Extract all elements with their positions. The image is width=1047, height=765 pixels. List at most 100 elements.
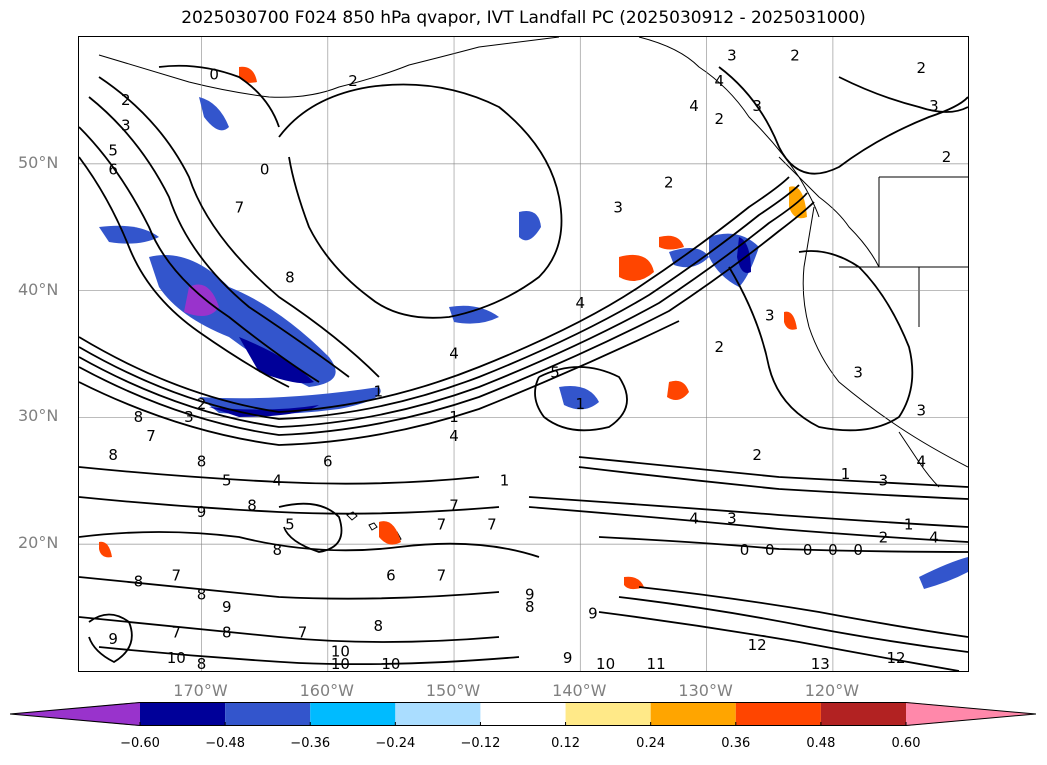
contour-label: 2 [348,72,358,90]
latitude-label: 30°N [18,406,59,426]
contour-label: 2 [917,59,927,77]
contour-line [728,250,914,432]
contour-label: 3 [613,199,623,217]
contour-line [278,83,563,319]
colorbar [10,702,1036,726]
longitude-label: 120°W [804,681,860,700]
contour-line [79,201,815,436]
shading-blob [619,254,654,281]
contour-line [79,156,290,388]
contour-label: 2 [664,173,674,191]
contour-label: 2 [714,338,724,356]
contour-label: 4 [576,294,586,312]
contour-label: 5 [222,471,232,489]
canada-coast [778,156,880,268]
shading-blob [659,235,684,250]
shading-blob [449,305,499,324]
contour-label: 4 [714,72,724,90]
ivt-contours [79,64,968,671]
longitude-label: 160°W [299,681,354,700]
contour-label: 2 [197,395,207,413]
contour-label: 9 [197,503,207,521]
colorbar-segment [395,702,481,726]
colorbar-tick-label: 0.12 [551,736,581,751]
contour-line [79,616,500,643]
contour-label: 7 [437,566,447,584]
contour-label: 0 [803,541,813,559]
contour-label: 3 [184,408,194,426]
contour-line [718,66,968,175]
contour-line [79,184,800,420]
contour-line [158,64,280,128]
contour-label: 2 [879,528,889,546]
contour-label: 7 [449,497,459,515]
contour-label: 2 [790,47,800,65]
contour-label: 0 [260,161,270,179]
shading-blob [559,386,599,410]
contour-label: 10 [596,655,615,671]
contour-label: 0 [828,541,838,559]
longitude-label: 150°W [425,681,481,700]
baja-coast [898,431,940,488]
contour-label: 2 [752,446,762,464]
colorbar-tick-label: −0.60 [120,736,160,751]
colorbar-segment [140,702,226,726]
contour-label: 11 [647,655,666,671]
contour-label: 7 [298,623,308,641]
shading-blob [99,541,112,558]
colorbar-tick-label: 0.60 [891,736,921,751]
contour-label: 7 [171,623,181,641]
contour-label: 4 [929,528,939,546]
contour-label: 4 [272,471,282,489]
contour-line [98,76,380,378]
contour-label: 1 [374,383,384,401]
colorbar-tick-label: 0.36 [721,736,751,751]
latitude-label: 20°N [18,533,59,553]
shading-blob [669,248,709,268]
contour-label: 0 [740,541,750,559]
contour-label: 8 [222,623,232,641]
longitude-label: 130°W [678,681,733,700]
shading-blob [209,405,319,417]
contour-label: 3 [727,47,737,65]
contour-label: 2 [942,148,952,166]
contour-label: 3 [727,509,737,527]
contour-label: 3 [752,97,762,115]
contour-label: 7 [487,516,497,534]
contour-label: 4 [449,345,459,363]
contour-line [79,176,790,413]
contour-line [79,466,480,485]
contour-label: 9 [588,604,598,622]
contour-line [79,192,808,428]
colorbar-segment [10,702,140,726]
contour-label: 8 [272,541,282,559]
contour-line [578,466,968,500]
contour-line [79,126,320,383]
shading-blob [199,387,381,415]
coastlines [98,37,968,544]
contour-line [598,611,960,671]
contour-line [79,576,500,600]
alaska-coastline [98,37,560,98]
contour-label: 5 [285,516,295,534]
contour-label: 1 [576,395,586,413]
contour-label: 2 [121,91,131,109]
colorbar-segment [735,702,821,726]
shading-blob [519,211,541,241]
contour-label: 9 [563,649,573,667]
contour-label: 8 [525,598,535,616]
colorbar-tick-label: 0.24 [636,736,666,751]
contour-label: 8 [134,573,144,591]
contour-line [278,502,343,553]
contour-label: 3 [929,97,939,115]
colorbar-tick-label: −0.36 [290,736,331,751]
shading-blob [199,97,229,131]
contour-label: 0 [209,66,219,84]
contour-label: 10 [331,655,350,671]
contour-label: 8 [197,452,207,470]
contour-label: 7 [437,516,447,534]
colorbar-segment [906,702,1036,726]
